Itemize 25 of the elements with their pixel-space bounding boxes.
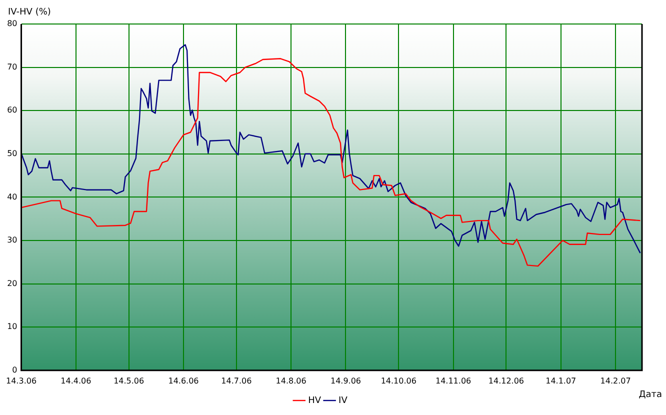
legend-label: IV (338, 396, 348, 406)
x-tick-label: 14.2.07 (600, 376, 631, 386)
y-tick-label: 20 (7, 278, 18, 288)
y-tick-label: 0 (12, 365, 18, 374)
x-tick-label: 14.6.06 (168, 376, 199, 386)
legend-label: HV (308, 396, 322, 406)
x-tick-label: 14.11.06 (436, 376, 472, 386)
x-tick-label: 14.4.06 (60, 376, 92, 386)
x-tick-label: 14.7.06 (221, 376, 252, 386)
x-axis-title: Дата (638, 390, 662, 400)
x-tick-label: 14.12.06 (488, 376, 524, 386)
y-tick-label: 80 (7, 19, 18, 28)
y-tick-label: 60 (7, 106, 18, 115)
y-axis-title: IV-HV (%) (8, 7, 51, 18)
y-tick-label: 30 (7, 236, 18, 245)
y-tick-label: 70 (7, 62, 18, 72)
x-tick-label: 14.5.06 (114, 376, 144, 386)
x-tick-label: 14.10.06 (380, 376, 416, 386)
x-tick-label: 14.3.06 (6, 376, 37, 386)
x-tick-label: 14.1.07 (546, 376, 576, 386)
x-tick-label: 14.8.06 (276, 376, 306, 386)
y-tick-label: 40 (7, 192, 18, 202)
x-tick-label: 14.9.06 (330, 376, 362, 386)
y-tick-label: 10 (7, 322, 18, 332)
y-tick-label: 50 (7, 148, 18, 158)
